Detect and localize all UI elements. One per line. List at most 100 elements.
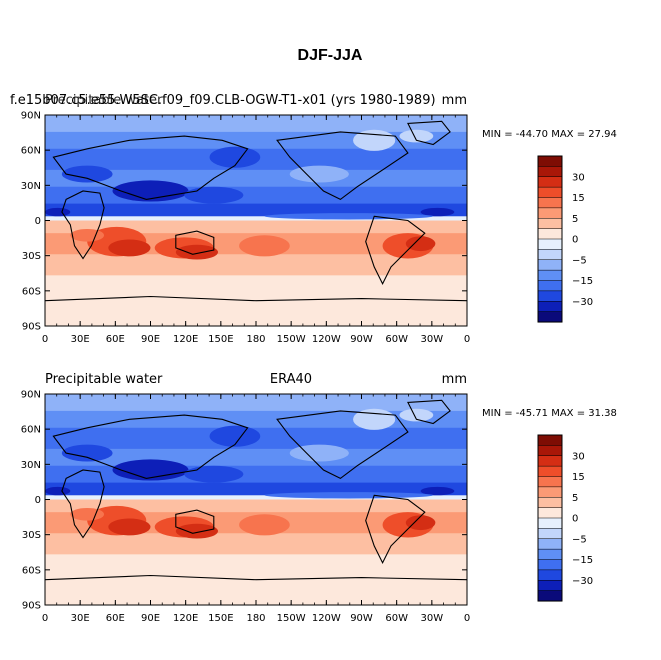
colorbar-swatch [537,238,563,250]
lon-tick-label: 60E [106,613,125,624]
lon-tick-label: 30W [421,334,444,345]
lat-tick-label: 60S [22,286,41,297]
colorbar-swatch [537,166,563,178]
colorbar-swatch [537,548,563,561]
colorbar-swatch [537,311,563,323]
panel-model-units: mm [442,93,467,108]
lat-tick-label: 30S [22,251,41,262]
coastline [276,410,409,480]
field-blob [399,408,434,422]
field-blob [264,213,434,220]
lon-tick-label: 150E [208,613,233,624]
coastline [175,230,215,255]
colorbar-label: 15 [572,472,585,483]
field-blob [184,465,244,483]
field-blob [405,515,436,531]
coastline [61,469,105,539]
figure-title: DJF-JJA [298,47,363,64]
coastline [175,509,215,534]
lat-tick-label: 0 [35,495,41,506]
coastline [365,494,426,565]
lon-tick-label: 0 [464,613,470,624]
field-blob [45,207,71,217]
colorbar-swatch [537,559,563,571]
coastline [61,190,105,260]
colorbar-frame [537,155,563,323]
lon-tick-label: 60E [106,334,125,345]
field-blob [420,207,455,217]
colorbar-swatch [537,455,563,467]
lon-tick-label: 180 [246,613,265,624]
lon-tick-label: 120E [173,334,198,345]
field-band [45,220,467,234]
colorbar-swatch [537,280,563,292]
lon-tick-label: 150W [277,613,306,624]
coastline [52,414,249,479]
coastline [407,120,451,146]
panel-era40: Precipitable water ERA40 mm MIN = -45.71… [21,372,617,624]
field-blob [420,486,455,496]
coastline [45,574,467,581]
lat-tick-label: 30N [21,181,41,192]
colorbar-swatch [537,497,563,509]
panel-era40-units: mm [442,372,467,387]
lat-tick-label: 90N [21,111,41,122]
panel-era40-left-title: Precipitable water [45,372,163,387]
field-band [45,216,467,221]
colorbar-label: 5 [572,493,578,504]
lon-tick-label: 90E [141,334,160,345]
lon-tick-label: 150E [208,334,233,345]
colorbar-frame [537,434,563,602]
field-blob [239,235,290,257]
colorbar-label: −15 [572,276,593,287]
colorbar-swatch [537,259,563,271]
colorbar-swatch [537,538,563,550]
lat-tick-label: 60S [22,565,41,576]
colorbar-label: −15 [572,555,593,566]
colorbar-label: −5 [572,534,587,545]
lat-tick-label: 30S [22,530,41,541]
coastline [52,135,249,200]
lat-tick-label: 0 [35,216,41,227]
lon-tick-label: 0 [42,334,48,345]
lon-tick-label: 60W [385,334,408,345]
lon-tick-label: 30W [421,613,444,624]
field-blob [289,444,349,462]
lat-tick-label: 90N [21,390,41,401]
colorbar-swatch [537,517,563,529]
field-blob [108,239,151,257]
colorbar-swatch [537,590,563,602]
colorbar-swatch [537,290,563,302]
colorbar-label: 5 [572,214,578,225]
lat-tick-label: 60N [21,425,41,436]
colorbar-swatch [537,207,563,219]
coastline [276,131,409,201]
coastline [45,295,467,302]
field-blob [61,444,113,462]
field-blob [175,523,219,539]
lat-tick-label: 90S [22,322,41,333]
lat-tick-label: 30N [21,460,41,471]
lon-tick-label: 90W [350,613,373,624]
colorbar-swatch [537,249,563,261]
coastline [407,399,451,425]
colorbar-swatch [537,486,563,498]
lon-tick-label: 0 [42,613,48,624]
field-band [45,554,467,581]
lon-tick-label: 120W [312,613,341,624]
panel-model: f.e15b07.c5.e55.W5SC.f09_f09.CLB-OGW-T1-… [10,93,617,345]
colorbar-label: −30 [572,297,593,308]
lon-tick-label: 90E [141,613,160,624]
lon-tick-label: 60W [385,613,408,624]
colorbar-swatch [537,186,563,199]
colorbar-label: 0 [572,235,578,246]
field-blob [209,425,261,447]
lon-tick-label: 150W [277,334,306,345]
colorbar-label: 30 [572,172,585,183]
colorbar-swatch [537,580,563,592]
lon-tick-label: 120E [173,613,198,624]
colorbar-swatch [537,218,563,230]
